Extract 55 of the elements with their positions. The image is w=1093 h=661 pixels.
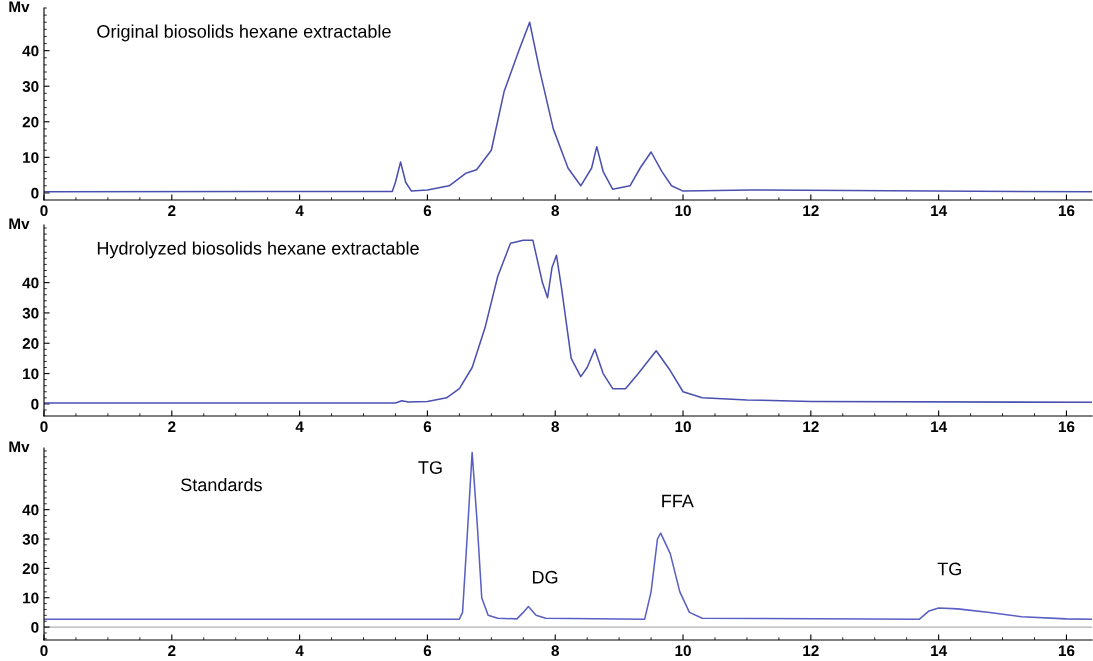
x-tick-label: 4 [295, 421, 304, 432]
x-tick-label: 16 [1058, 421, 1075, 433]
x-tick-label: 2 [168, 205, 176, 216]
x-tick-label: 0 [40, 205, 48, 217]
y-tick-label: 0 [31, 621, 39, 633]
line-series [44, 21, 1092, 193]
y-axis-title: Mv [9, 441, 30, 452]
x-tick-label: 6 [423, 645, 432, 657]
y-axis-title: Mv [9, 218, 30, 229]
x-tick-label: 14 [931, 421, 948, 432]
x-tick-label: 4 [295, 645, 304, 656]
y-tick-label: 20 [22, 563, 39, 575]
line-series [44, 451, 1092, 620]
y-tick-label: 10 [23, 592, 39, 604]
y-tick-label: 0 [31, 187, 39, 199]
x-tick-label: 14 [931, 205, 948, 216]
y-tick-label: 40 [22, 45, 39, 57]
x-tick-label: 12 [803, 421, 819, 432]
y-tick-label: 10 [23, 368, 39, 380]
text: Hydrolyzed biosolids hexane extractable [97, 241, 419, 259]
line-series [44, 239, 1092, 404]
x-tick-label: 4 [295, 205, 304, 216]
y-tick-label: 10 [23, 152, 39, 164]
x-tick-label: 10 [675, 205, 691, 217]
y-tick-label: 30 [22, 533, 39, 545]
y-tick-label: 30 [22, 81, 39, 92]
text: Standards [181, 477, 262, 492]
y-tick-label: 30 [22, 307, 39, 319]
x-tick-label: 8 [551, 421, 559, 433]
y-tick-label: 40 [22, 277, 39, 289]
x-tick-label: 8 [551, 205, 559, 217]
text: Original biosolids hexane extractable [97, 24, 391, 42]
x-tick-label: 12 [803, 205, 819, 216]
y-axis-title: Mv [9, 1, 30, 12]
y-tick-label: 0 [31, 398, 39, 410]
x-tick-label: 16 [1058, 205, 1075, 217]
y-tick-label: 20 [22, 116, 39, 128]
x-tick-label: 6 [423, 205, 432, 217]
x-tick-label: 2 [168, 645, 176, 656]
x-tick-label: 6 [423, 421, 432, 433]
x-tick-label: 12 [803, 645, 819, 656]
x-tick-label: 0 [40, 421, 48, 433]
x-tick-label: 0 [40, 645, 48, 657]
x-tick-label: 10 [675, 645, 691, 657]
annotation: DG [532, 570, 558, 584]
annotation: FFA [662, 494, 694, 508]
x-tick-label: 2 [168, 421, 176, 432]
annotation: TG [937, 562, 961, 576]
annotation: TG [418, 461, 442, 474]
x-tick-label: 10 [675, 421, 691, 433]
x-tick-label: 14 [931, 645, 948, 656]
x-tick-label: 16 [1058, 645, 1075, 657]
x-tick-label: 8 [551, 645, 559, 657]
y-tick-label: 20 [22, 338, 39, 349]
y-tick-label: 40 [22, 504, 39, 516]
